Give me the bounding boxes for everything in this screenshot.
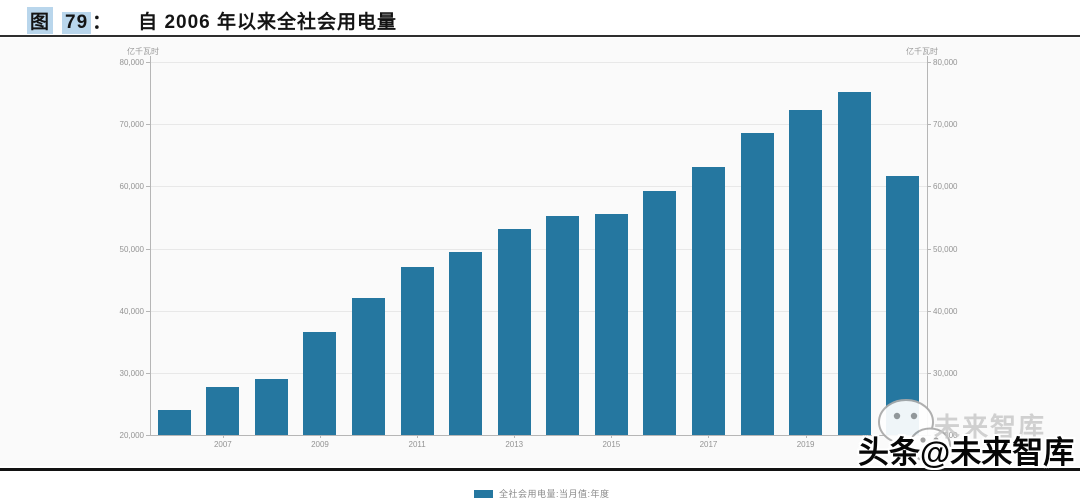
x-axis-tick	[708, 435, 709, 438]
y-axis-unit-right: 亿千瓦时	[906, 47, 938, 56]
x-axis-tick	[806, 435, 807, 438]
bar-2019	[789, 109, 823, 435]
bar-2009	[303, 332, 337, 435]
y-axis-label-left: 60,000	[119, 182, 144, 191]
y-axis-tick-right	[927, 373, 931, 374]
gridline	[150, 186, 927, 187]
y-axis-tick-right	[927, 62, 931, 63]
bar-2007	[206, 386, 240, 435]
gridline	[150, 311, 927, 312]
x-axis-tick	[611, 435, 612, 438]
y-axis-label-left: 40,000	[119, 307, 144, 316]
x-axis-label: 2017	[699, 440, 718, 449]
y-axis-tick-right	[927, 311, 931, 312]
gridline	[150, 249, 927, 250]
legend-label: 全社会用电量:当月值:年度	[499, 489, 610, 499]
wechat-logo-icon	[878, 399, 951, 465]
y-axis-label-left: 70,000	[119, 120, 144, 129]
y-axis-tick-right	[927, 124, 931, 125]
y-axis-tick-right	[927, 186, 931, 187]
y-axis-label-left: 80,000	[119, 58, 144, 67]
bar-2014	[546, 216, 580, 435]
chart-legend: 全社会用电量:当月值:年度	[474, 487, 610, 500]
bar-2020	[837, 92, 871, 435]
bar-2010	[352, 298, 386, 435]
x-axis-line	[150, 435, 928, 436]
watermark-main-text: 头条@未来智库	[858, 435, 1075, 470]
x-axis-tick	[417, 435, 418, 438]
y-axis-line-left	[150, 56, 151, 435]
y-axis-label-left: 20,000	[119, 431, 144, 440]
y-axis-unit-left: 亿千瓦时	[127, 47, 159, 56]
legend-swatch	[474, 489, 493, 498]
y-axis-tick-left	[146, 435, 150, 436]
y-axis-tick-left	[146, 124, 150, 125]
y-axis-label-left: 50,000	[119, 245, 144, 254]
y-axis-label-right: 50,000	[933, 245, 958, 254]
watermark: 未来智库 头条@未来智库	[856, 393, 1080, 470]
bottom-divider	[0, 468, 1080, 471]
watermark-ghost-text: 未来智库	[934, 412, 1047, 442]
y-axis-label-left: 30,000	[119, 369, 144, 378]
x-axis-label: 2013	[505, 440, 524, 449]
gridline	[150, 373, 927, 374]
y-axis-tick-left	[146, 186, 150, 187]
chart-panel: 亿千瓦时 亿千瓦时 80,000 80,000 70,000 70,000 60,000…	[0, 38, 1080, 499]
x-axis-tick	[320, 435, 321, 438]
figure-title-text: 自 2006 年以来全社会用电量	[138, 12, 397, 33]
gridline	[150, 62, 927, 63]
figure-label-number: 79	[62, 12, 92, 34]
gridline	[150, 124, 927, 125]
y-axis-label-right: 40,000	[933, 307, 958, 316]
figure-label-prefix: 图	[27, 7, 54, 34]
y-axis-tick-left	[146, 249, 150, 250]
y-axis-label-right: 30,000	[933, 369, 958, 378]
bar-2008	[254, 379, 288, 435]
bar-2012	[449, 251, 483, 435]
x-axis-tick	[514, 435, 515, 438]
y-axis-tick-left	[146, 62, 150, 63]
y-axis-label-right: 60,000	[933, 182, 958, 191]
bar-2015	[594, 214, 628, 435]
title-divider	[0, 35, 1080, 37]
y-axis-label-right: 80,000	[933, 58, 958, 67]
bar-2006	[157, 410, 191, 435]
y-axis-label-right: 70,000	[933, 120, 958, 129]
bar-2016	[643, 191, 677, 435]
x-axis-label: 2007	[213, 440, 232, 449]
y-axis-tick-left	[146, 373, 150, 374]
y-axis-line-right	[927, 56, 928, 435]
bar-2013	[497, 228, 531, 435]
y-axis-tick-right	[927, 249, 931, 250]
y-axis-tick-left	[146, 311, 150, 312]
figure-label-colon: ：	[92, 12, 113, 33]
bar-2018	[740, 133, 774, 435]
bar-2011	[400, 267, 434, 435]
bar-2017	[691, 167, 725, 435]
x-axis-label: 2011	[408, 440, 426, 449]
x-axis-tick	[223, 435, 224, 438]
x-axis-label: 2019	[796, 440, 815, 449]
x-axis-label: 2015	[602, 440, 621, 449]
bar-2021	[886, 175, 920, 435]
x-axis-label: 2009	[311, 440, 329, 449]
figure-title: 图 79 ： 自 2006 年以来全社会用电量	[27, 7, 397, 34]
